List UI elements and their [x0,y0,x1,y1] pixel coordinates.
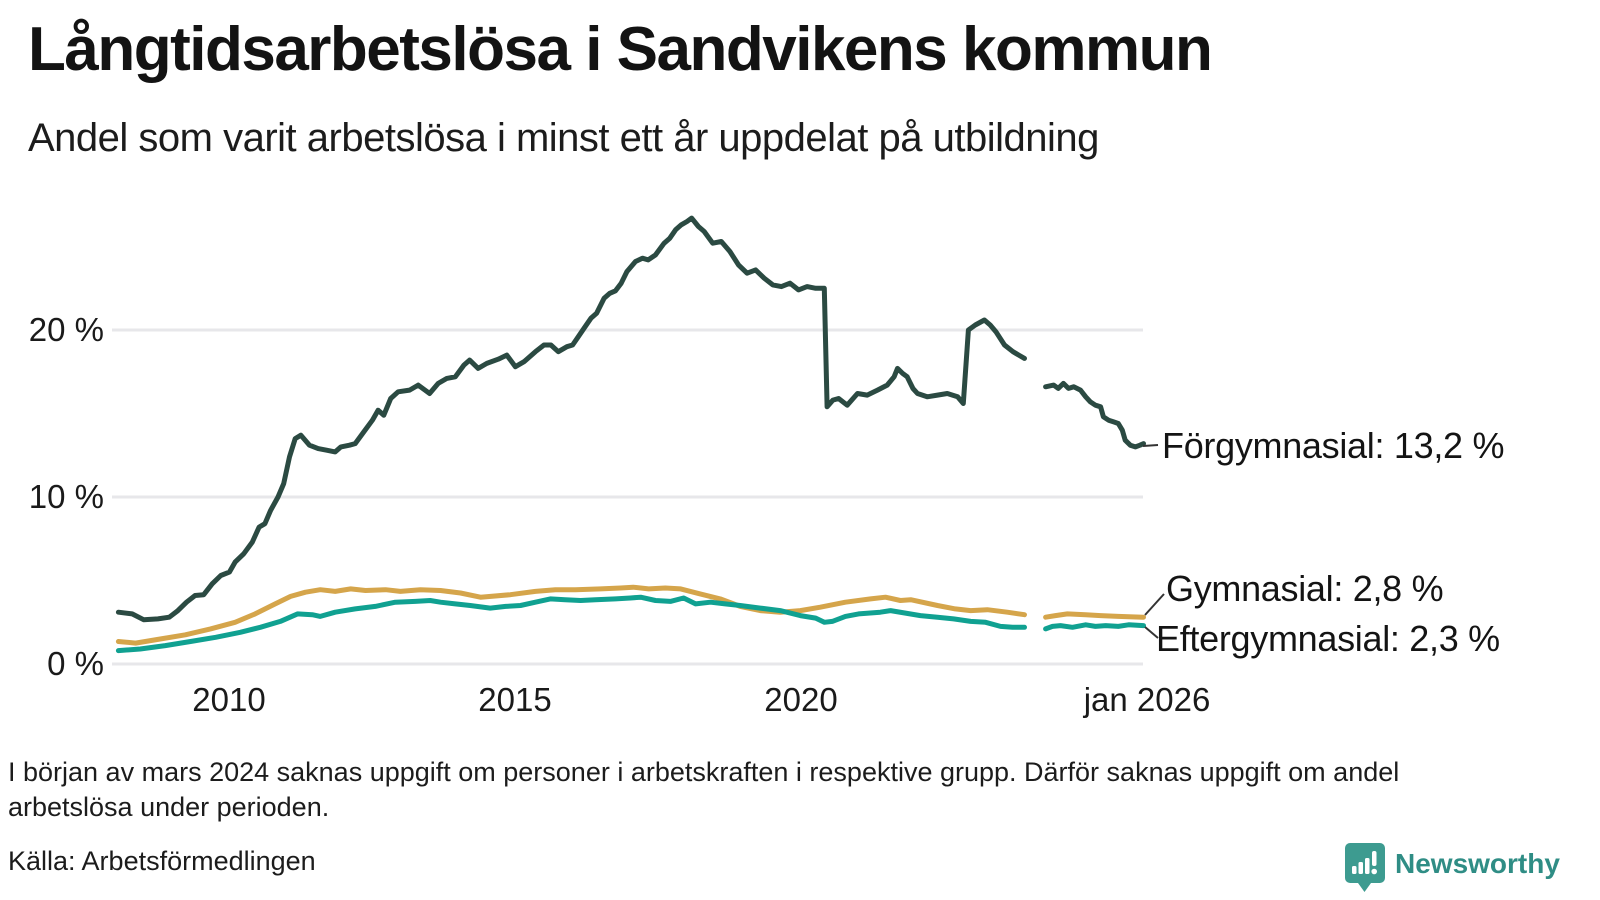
x-tick-jan-2026: jan 2026 [1083,681,1211,718]
y-tick-20: 20 % [28,311,104,348]
newsworthy-logo: Newsworthy [1344,842,1560,894]
series-label-gymnasial: Gymnasial: 2,8 % [1166,568,1444,609]
series-line-eftergymnasial [115,594,1146,654]
page-title: Långtidsarbetslösa i Sandvikens kommun [28,15,1213,84]
newsworthy-pin-barchart-icon [1344,842,1386,894]
series-lines [115,215,1146,654]
footnote-text: I början av mars 2024 saknas uppgift om … [8,757,1400,822]
x-tick-2020: 2020 [764,681,838,718]
y-tick-10: 10 % [28,478,104,515]
label-leader-lines [1142,444,1165,639]
newsworthy-logo-text: Newsworthy [1395,848,1560,879]
x-tick-2015: 2015 [478,681,552,718]
x-tick-2010: 2010 [192,681,266,718]
series-label-forgymnasial: Förgymnasial: 13,2 % [1162,425,1505,466]
leader-forgymnasial [1142,444,1159,447]
source-text: Källa: Arbetsförmedlingen [8,846,316,876]
series-label-eftergymnasial: Eftergymnasial: 2,3 % [1156,618,1500,659]
page-subtitle: Andel som varit arbetslösa i minst ett å… [28,116,1099,160]
y-tick-0: 0 % [47,645,104,682]
series-line-gymnasial [115,584,1146,646]
gridlines [112,328,1143,666]
leader-eftergymnasial [1144,626,1159,639]
leader-gymnasial [1144,593,1165,616]
series-line-forgymnasial [115,215,1146,623]
